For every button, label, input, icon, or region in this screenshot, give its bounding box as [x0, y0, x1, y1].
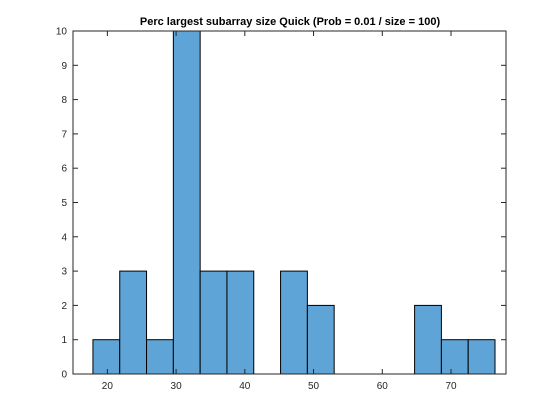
y-tick-label: 6 [61, 164, 67, 175]
histogram-bar [467, 339, 496, 375]
histogram-bar [146, 339, 174, 375]
axes-group: 20 30 40 50 60 70 0 1 2 3 4 5 6 7 8 9 10 [56, 27, 507, 392]
y-tick-label: 10 [56, 27, 68, 38]
y-tick-label: 1 [61, 335, 67, 346]
x-tick-label: 50 [308, 381, 320, 392]
x-tick-label: 20 [102, 381, 114, 392]
histogram-bar [199, 270, 228, 375]
y-tick-label: 9 [61, 61, 67, 72]
histogram-bar [414, 304, 442, 375]
y-tick-label: 7 [61, 129, 67, 140]
histogram-bar [280, 270, 308, 375]
histogram-bar [92, 339, 121, 375]
histogram-bar [306, 304, 335, 375]
x-tick-label: 40 [239, 381, 251, 392]
histogram-bar [172, 30, 201, 375]
y-tick-label: 8 [61, 95, 67, 106]
y-tick-label: 2 [61, 301, 67, 312]
histogram-bar [119, 270, 148, 375]
y-tick-label: 0 [61, 370, 67, 381]
y-tick-label: 4 [61, 232, 67, 243]
x-tick-label: 70 [445, 381, 457, 392]
x-tick-label: 30 [171, 381, 183, 392]
chart-title: Perc largest subarray size Quick (Prob =… [140, 16, 441, 28]
y-tick-label: 3 [61, 267, 67, 278]
y-tick-label: 5 [61, 198, 67, 209]
histogram-bar [440, 339, 469, 375]
x-tick-label: 60 [377, 381, 389, 392]
histogram-bar [226, 270, 255, 375]
bars-group [92, 30, 496, 375]
